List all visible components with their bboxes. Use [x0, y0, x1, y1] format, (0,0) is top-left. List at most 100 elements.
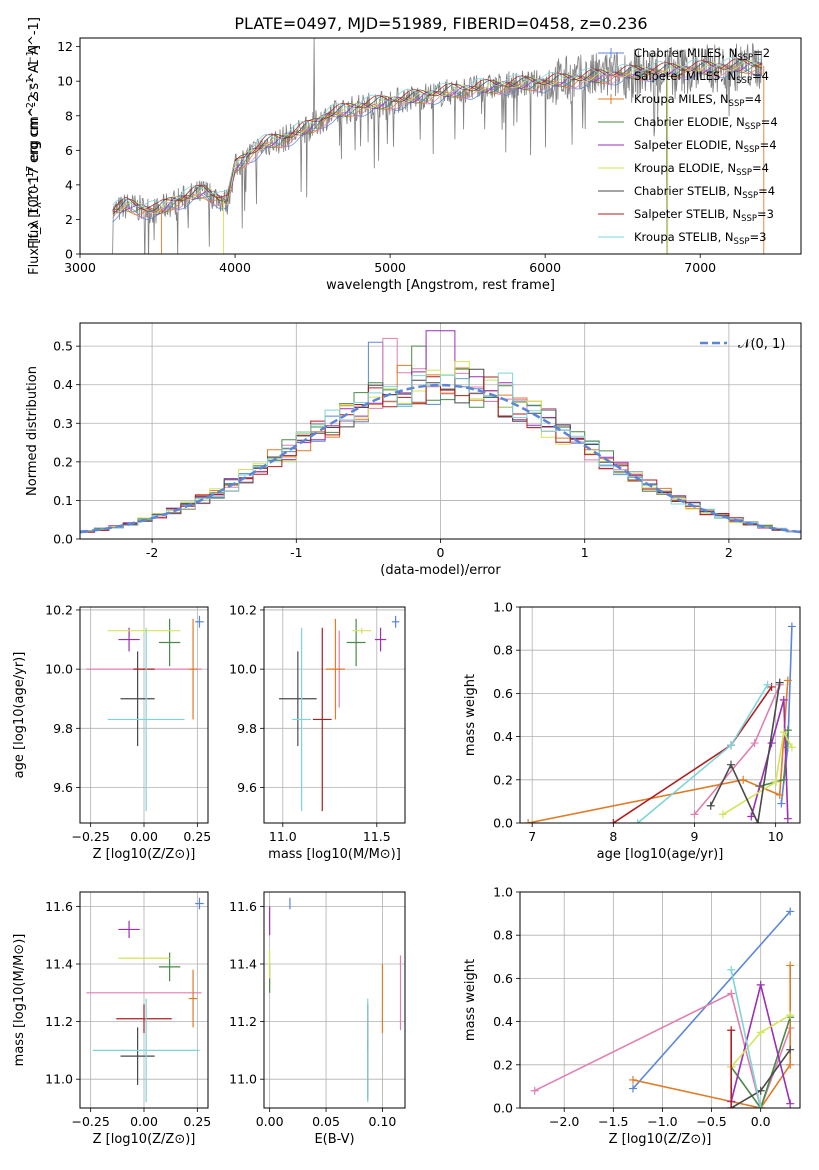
series-chabrier-stelib [706, 678, 784, 823]
point-salpeter-stelib [116, 1004, 172, 1034]
series-marker [628, 1084, 637, 1093]
x-tick-label: 7000 [684, 260, 716, 275]
x-tick-label: −0.5 [696, 1114, 726, 1129]
legend-label: Kroupa MILES, NSSP=4 [634, 92, 761, 109]
x-axis-label: wavelength [Angstrom, rest frame] [326, 278, 555, 293]
series-line [693, 684, 781, 815]
series-marker [786, 1045, 795, 1054]
y-tick-label: 0.6 [493, 971, 513, 986]
series-marker [727, 989, 736, 998]
panel-age-vs-mass: 11.0 11.5 9.6 9.8 10.0 10.2 mass [log10(M/M⊙)] [229, 602, 406, 862]
legend-item-salpeter-elodie: Salpeter ELODIE, NSSP=4 [598, 138, 777, 155]
panel-mass-weight-vs-Z: −2.0 −1.5 −1.0 −0.5 0.0 0.0 0.2 0.4 0.6 0.8 1.0 Z [… [463, 885, 801, 1147]
x-tick-label: 11.0 [269, 829, 297, 844]
series-marker [767, 739, 776, 748]
legend-label: 𝒩(0, 1) [738, 337, 785, 352]
y-tick-label: 0.8 [493, 928, 513, 943]
axes-frame [79, 322, 802, 540]
x-tick-label: −0.25 [72, 829, 110, 844]
series-marker [756, 1028, 765, 1037]
model-spectrum-chabrier-stelib [112, 59, 763, 215]
legend-item-chabrier-elodie: Chabrier ELODIE, NSSP=4 [598, 115, 778, 132]
legend-item-chabrier-stelib: Chabrier STELIB, NSSP=4 [598, 184, 775, 201]
series-salpeter-elodie [747, 695, 792, 823]
x-axis-label: Z [log10(Z/Z⊙)] [93, 847, 196, 862]
point-kroupa-stelib [107, 627, 185, 812]
model-spectrum-salpeter-elodie [112, 61, 763, 216]
series-line [730, 969, 762, 1108]
panel-residuals: -2 -1 0 1 2 0.0 0.1 0.2 0.3 0.4 0.5 (data-model)/er… [25, 322, 802, 578]
y-tick-label: 9.8 [53, 721, 73, 736]
panel-spectrum: 3000 4000 5000 6000 7000 0 2 4 6 8 10 12 wavelength … [25, 17, 802, 293]
x-tick-label: -2 [146, 545, 158, 560]
legend-label: Chabrier MILES, NSSP=2 [634, 46, 770, 63]
y-tick-label: 6 [65, 143, 73, 158]
axes-frame [79, 606, 209, 824]
histogram-kroupa-stelib [80, 372, 801, 535]
y-tick-label: 10 [57, 74, 73, 89]
series-salpeter-stelib [609, 682, 776, 823]
series-marker [753, 819, 762, 823]
y-tick-label: 0 [65, 247, 73, 262]
y-tick-label: 10.2 [229, 602, 257, 617]
axes-frame [79, 891, 209, 1109]
series-marker [524, 819, 533, 823]
x-tick-label: −1.5 [598, 1114, 628, 1129]
x-tick-label: 0.00 [130, 829, 158, 844]
x-tick-label: 0.00 [130, 1114, 158, 1129]
series-marker [779, 728, 788, 737]
point-chabrier-elodie [158, 618, 181, 667]
series-kroupa-miles [524, 676, 792, 823]
point-chabrier-miles [391, 615, 400, 628]
x-tick-label: 7 [528, 829, 536, 844]
x-tick-label: 3000 [64, 260, 96, 275]
x-axis-label: mass [log10(M/M⊙)] [268, 847, 401, 862]
panel-mass-weight-vs-age: 7 8 9 10 0.0 0.2 0.4 0.6 0.8 1.0 age [log10(age/yr… [463, 600, 801, 862]
series-marker [786, 1011, 795, 1020]
point-salpeter-elodie [118, 627, 140, 652]
panel-mass-vs-Z: −0.25 0.00 0.25 11.0 11.2 11.4 11.6 Z [log10(Z/… [12, 891, 211, 1147]
y-tick-label: 11.4 [229, 957, 257, 972]
panel-EBV: 0.00 0.05 0.10 11.0 11.2 11.4 11.6 E(B-V) [229, 891, 406, 1147]
point-kroupa-stelib [292, 627, 311, 812]
y-axis-label: Flux [fλ10−17 erg cm−2 s−1 A−1] [25, 45, 44, 249]
y-tick-label: 0.1 [53, 493, 73, 508]
y-tick-label: 2 [65, 212, 73, 227]
series-marker [727, 1104, 736, 1108]
series-marker [763, 680, 772, 689]
x-tick-label: −1.0 [647, 1114, 677, 1129]
series-kroupa-elodie [718, 728, 796, 819]
point-kroupa-miles [188, 969, 198, 1028]
y-tick-label: 11.6 [229, 899, 257, 914]
y-tick-label: 11.6 [45, 899, 73, 914]
x-tick-label: 0 [437, 545, 445, 560]
legend-item-salpeter-miles: Salpeter MILES, NSSP=4 [598, 69, 769, 86]
point-chabrier-stelib [120, 651, 155, 747]
y-tick-label: 1.0 [493, 600, 513, 615]
grid [264, 892, 405, 1108]
grid [80, 607, 208, 823]
series-salpeter-miles [690, 680, 784, 819]
series-line [750, 699, 789, 819]
x-tick-label: 11.5 [363, 829, 391, 844]
point-salpeter-elodie [118, 920, 140, 939]
y-tick-label: 10.0 [45, 662, 73, 677]
series-marker [771, 777, 780, 786]
series-line [709, 682, 781, 823]
series-line [632, 965, 791, 1108]
series-marker [777, 799, 786, 808]
series-salpeter-stelib [727, 1026, 736, 1108]
y-tick-label: 11.0 [45, 1072, 73, 1087]
series-marker [787, 622, 796, 631]
y-axis-label: mass weight [463, 959, 478, 1041]
x-tick-label: 0.25 [183, 1114, 211, 1129]
series-line [730, 1017, 791, 1108]
series-chabrier-miles [628, 907, 795, 1093]
y-tick-label: 9.8 [237, 721, 257, 736]
y-tick-label: 0.2 [493, 1057, 513, 1072]
series-line [632, 910, 791, 1090]
x-tick-label: 1 [581, 545, 589, 560]
plot-area [530, 907, 795, 1108]
x-tick-label: 0.25 [183, 829, 211, 844]
